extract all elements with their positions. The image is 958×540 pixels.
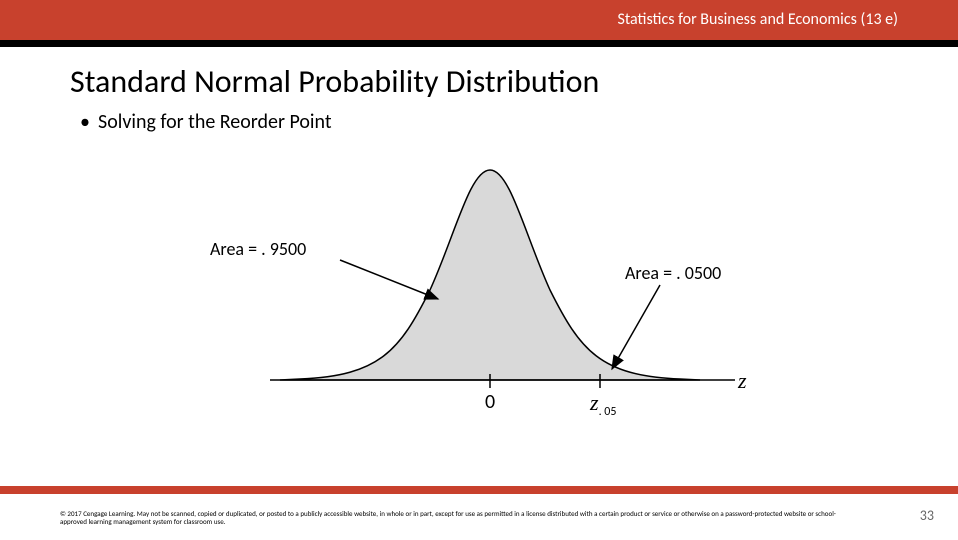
bullet-line: •Solving for the Reorder Point <box>80 110 332 134</box>
axis-end-z-label: z <box>738 368 747 394</box>
bullet-dot-icon: • <box>80 110 98 134</box>
axis-tick-zero-label: 0 <box>485 390 495 414</box>
footer-bar <box>0 486 958 494</box>
normal-curve-diagram: Area = . 9500 Area = . 0500 0 z. 05 z <box>180 150 820 450</box>
page-title: Standard Normal Probability Distribution <box>70 62 599 101</box>
page-number: 33 <box>920 507 934 524</box>
header-band-text: Statistics for Business and Economics (1… <box>618 10 899 29</box>
right-area-label: Area = . 0500 <box>625 262 721 284</box>
arrow-left-area <box>340 260 438 299</box>
left-area-label: Area = . 9500 <box>210 238 306 260</box>
z05-z: z <box>590 390 599 415</box>
slide: Statistics for Business and Economics (1… <box>0 0 958 540</box>
arrow-right-area <box>612 285 660 369</box>
curve-svg <box>180 150 820 450</box>
z05-sub: . 05 <box>599 405 617 419</box>
footer-copyright: © 2017 Cengage Learning. May not be scan… <box>60 510 860 526</box>
axis-tick-z05-label: z. 05 <box>590 390 616 419</box>
bullet-text: Solving for the Reorder Point <box>98 110 332 134</box>
header-underline <box>0 40 958 47</box>
